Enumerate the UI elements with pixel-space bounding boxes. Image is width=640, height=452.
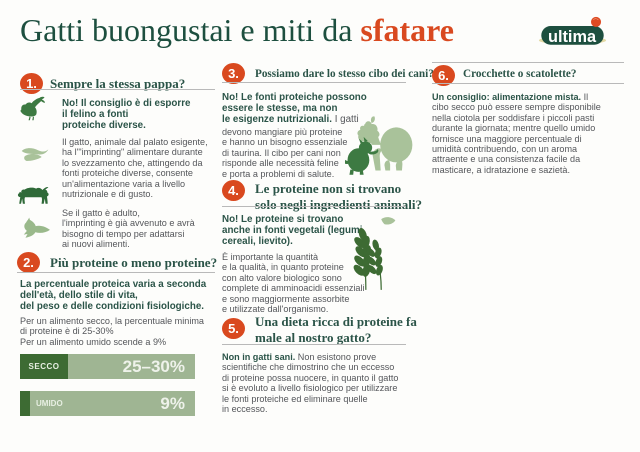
svg-text:ultima: ultima <box>548 28 597 46</box>
